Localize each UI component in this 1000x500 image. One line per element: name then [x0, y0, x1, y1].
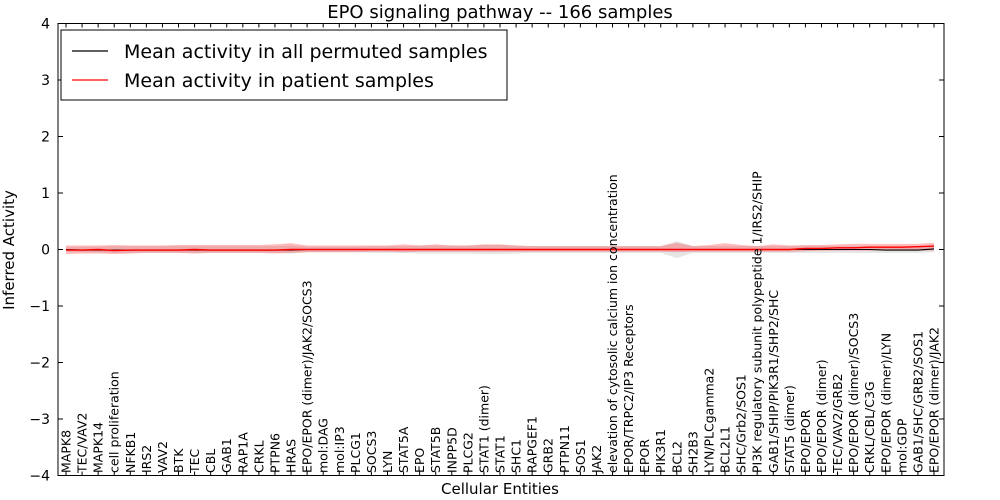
y-axis: −4 −3 −2 −1 0 1 2 3 4 — [29, 17, 944, 485]
x-tick-label: CRKL — [251, 440, 266, 473]
x-tick-label: SOCS3 — [364, 431, 379, 473]
x-tick-label: RAPGEF1 — [525, 416, 540, 473]
x-tick-label: INPP5D — [444, 427, 459, 473]
x-tick-label: TEC/VAV2/GRB2 — [830, 373, 845, 474]
x-tick-label: SOS1 — [573, 439, 588, 473]
x-tick-label: EPO/EPOR — [798, 409, 813, 473]
x-tick-label: SHC1 — [509, 439, 524, 473]
x-axis-label: Cellular Entities — [441, 480, 559, 498]
x-tick-label: JAK2 — [589, 445, 604, 474]
y-tick-label: 0 — [41, 243, 50, 259]
x-tick-label: RAP1A — [235, 432, 250, 473]
x-tick-label: EPO/EPOR (dimer)/JAK2/SOCS3 — [300, 280, 315, 473]
x-tick-label: CBL — [203, 449, 218, 473]
x-tick-label: SHC/Grb2/SOS1 — [734, 374, 749, 473]
x-tick-label: MAPK14 — [91, 422, 106, 473]
x-tick-label: EPOR — [637, 439, 652, 473]
y-tick-label: 1 — [41, 186, 50, 202]
x-tick-label: EPO/EPOR (dimer)/LYN — [878, 333, 893, 473]
y-tick-label: −4 — [29, 469, 50, 485]
x-tick-label: cell proliferation — [107, 371, 122, 473]
x-tick-label: EPO — [412, 448, 427, 473]
x-tick-label: EPO/EPOR (dimer) — [814, 359, 829, 473]
y-tick-label: −1 — [29, 299, 50, 315]
y-tick-label: 2 — [41, 130, 50, 146]
x-tick-label: VAV2 — [155, 441, 170, 473]
x-tick-label: mol:IP3 — [332, 426, 347, 473]
x-tick-label: EPO/EPOR (dimer)/SOCS3 — [846, 313, 861, 473]
x-tick-label: GAB1 — [219, 438, 234, 473]
x-tick-label: HRAS — [284, 439, 299, 473]
x-tick-label: TEC/VAV2 — [75, 413, 90, 474]
x-tick-label: NFKB1 — [123, 432, 138, 473]
x-tick-label: PLCG1 — [348, 432, 363, 473]
x-tick-label: BCL2 — [669, 441, 684, 473]
y-tick-label: −3 — [29, 412, 50, 428]
legend: Mean activity in all permuted samples Me… — [60, 29, 508, 101]
x-tick-label: IRS2 — [139, 445, 154, 473]
legend-box — [60, 29, 508, 101]
x-tick-label: STAT5A — [396, 426, 411, 473]
x-tick-label: TEC — [187, 448, 202, 474]
x-tick-label: PTPN6 — [268, 433, 283, 473]
x-tick-label: PI3K regulatory subunit polypeptide 1/IR… — [750, 171, 765, 473]
x-tick-label: BTK — [171, 448, 186, 473]
x-tick-label: CRKL/CBL/C3G — [862, 381, 877, 473]
x-tick-label: LYN/PLCgamma2 — [702, 368, 717, 473]
chart-title: EPO signaling pathway -- 166 samples — [327, 2, 673, 23]
x-tick-label: STAT5 (dimer) — [782, 385, 797, 473]
x-tick-label: EPO/EPOR (dimer)/JAK2 — [927, 327, 942, 473]
x-tick-label: SH2B3 — [685, 431, 700, 473]
y-tick-label: −2 — [29, 356, 50, 372]
x-tick-label: EPOR/TRPC2/IP3 Receptors — [621, 304, 636, 473]
x-tick-label: STAT5B — [428, 427, 443, 473]
y-tick-label: 3 — [41, 73, 50, 89]
x-tick-label: mol:GDP — [894, 418, 909, 473]
x-tick-label: PIK3R1 — [653, 429, 668, 473]
x-tick-label: BCL2L1 — [718, 426, 733, 473]
x-tick-label: STAT1 (dimer) — [476, 385, 491, 473]
x-tick-label: MAPK8 — [59, 430, 74, 473]
x-tick-label: PLCG2 — [460, 432, 475, 473]
x-tick-label: elevation of cytosolic calcium ion conce… — [605, 174, 620, 473]
x-tick-label: GAB1/SHIP/PIK3R1/SHP2/SHC — [766, 290, 781, 473]
legend-label-permuted: Mean activity in all permuted samples — [124, 41, 487, 63]
series-line-patient — [66, 245, 935, 252]
band-patient — [66, 242, 934, 254]
x-tick-label: LYN — [380, 451, 395, 473]
x-tick-label: GRB2 — [541, 438, 556, 473]
x-tick-label: PTPN11 — [557, 425, 572, 473]
x-tick-label: mol:DAG — [316, 418, 331, 473]
x-axis: MAPK8 TEC/VAV2 MAPK14 cell proliferation NFK… — [59, 23, 942, 476]
y-tick-label: 4 — [41, 17, 50, 33]
legend-label-patient: Mean activity in patient samples — [124, 70, 434, 92]
x-tick-label: STAT1 — [493, 435, 508, 473]
series-lines — [65, 245, 935, 252]
y-axis-label: Inferred Activity — [0, 190, 18, 310]
x-tick-label: GAB1/SHC/GRB2/SOS1 — [910, 331, 925, 473]
